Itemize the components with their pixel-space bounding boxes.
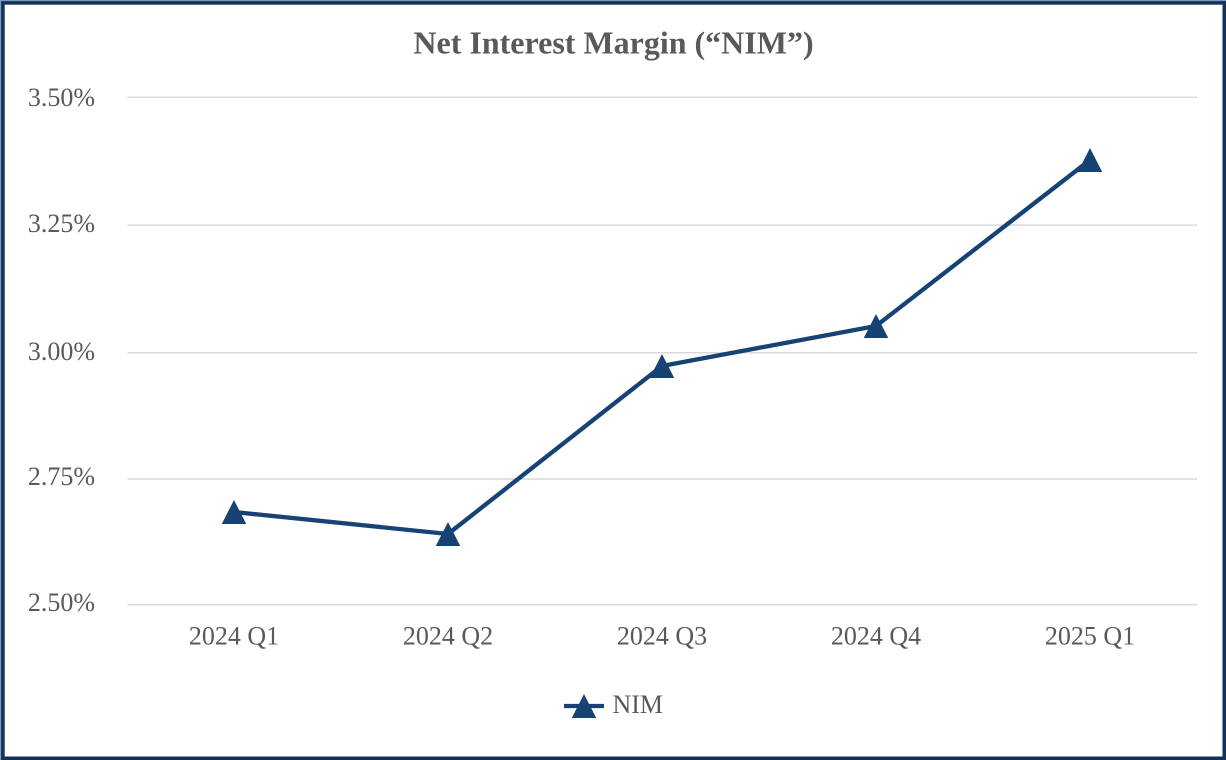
svg-text:2.75%: 2.75% xyxy=(28,462,95,491)
svg-text:2024 Q1: 2024 Q1 xyxy=(189,621,279,650)
svg-text:2025 Q1: 2025 Q1 xyxy=(1045,621,1135,650)
svg-text:NIM: NIM xyxy=(613,690,664,719)
svg-text:3.50%: 3.50% xyxy=(28,83,95,112)
svg-text:2024 Q3: 2024 Q3 xyxy=(617,621,707,650)
svg-text:2.50%: 2.50% xyxy=(28,588,95,617)
svg-text:3.00%: 3.00% xyxy=(28,337,95,366)
svg-text:Net Interest Margin (“NIM”): Net Interest Margin (“NIM”) xyxy=(413,24,813,60)
svg-text:2024 Q4: 2024 Q4 xyxy=(831,621,921,650)
svg-text:2024 Q2: 2024 Q2 xyxy=(403,621,493,650)
svg-text:3.25%: 3.25% xyxy=(28,209,95,238)
